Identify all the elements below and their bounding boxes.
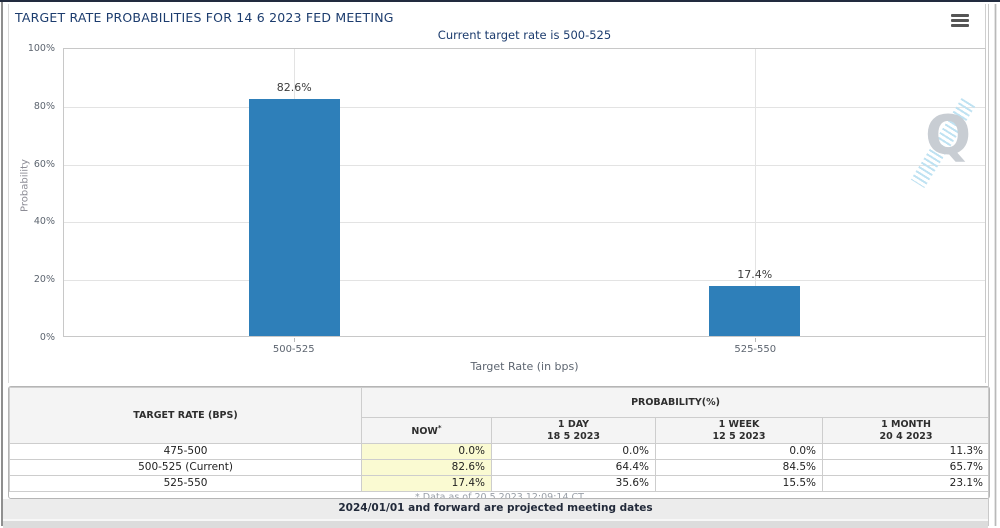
page-title: TARGET RATE PROBABILITIES FOR 14 6 2023 … [15, 10, 394, 25]
plot-area: Q 82.6% 17.4% [63, 48, 986, 337]
col-header-1month-date: 20 4 2023 [879, 430, 933, 442]
day-cell: 35.6% [491, 474, 656, 492]
x-tick-mark [755, 338, 757, 342]
x-tick-mark [293, 338, 295, 342]
now-cell: 82.6% [361, 458, 492, 476]
bar-value-label: 17.4% [737, 268, 773, 282]
quikstrike-watermark: Q [910, 98, 977, 188]
col-header-1week: 1 WEEK 12 5 2023 [655, 417, 823, 444]
x-axis-title: Target Rate (in bps) [470, 360, 579, 373]
col-header-now: NOW* [361, 417, 492, 444]
col-header-1day-label: 1 DAY [557, 419, 590, 430]
window-right-edge-inner [988, 4, 989, 526]
y-axis: 100% 80% 60% 40% 20% 0% [9, 43, 59, 343]
now-cell: 17.4% [361, 474, 492, 492]
x-tick-label: 500-525 [272, 344, 315, 355]
hamburger-menu-icon[interactable] [949, 12, 971, 32]
footnote-asterisk: * [437, 423, 442, 432]
day-cell: 0.0% [491, 442, 656, 460]
month-cell: 65.7% [822, 458, 989, 476]
month-cell: 23.1% [822, 474, 989, 492]
x-tick-label: 525-550 [734, 344, 777, 355]
table-row: 500-525 (Current) 82.6% 64.4% 84.5% 65.7… [9, 458, 989, 476]
window-left-edge [1, 2, 3, 526]
col-header-1day: 1 DAY 18 5 2023 [491, 417, 656, 444]
y-tick-label: 20% [33, 274, 55, 286]
col-header-1month-label: 1 MONTH [881, 419, 931, 430]
now-cell: 0.0% [361, 442, 492, 460]
y-tick-label: 100% [27, 43, 55, 54]
col-header-1week-date: 12 5 2023 [712, 430, 766, 442]
col-header-1week-label: 1 WEEK [718, 419, 760, 430]
window-right-scrollbar[interactable] [994, 4, 997, 526]
gridline [64, 164, 985, 166]
week-cell: 0.0% [655, 442, 823, 460]
week-cell: 84.5% [655, 458, 823, 476]
y-axis-title: Probability [19, 159, 31, 212]
table-row: 475-500 0.0% 0.0% 0.0% 11.3% [9, 442, 989, 460]
y-tick-label: 80% [33, 100, 55, 112]
rate-cell: 525-550 [9, 474, 362, 492]
week-cell: 15.5% [655, 474, 823, 492]
footer-bar: 2024/01/01 and forward are projected mee… [3, 499, 988, 528]
gridline [64, 106, 985, 108]
rate-cell: 500-525 (Current) [9, 458, 362, 476]
col-header-1day-date: 18 5 2023 [547, 430, 600, 442]
col-group-header-probability: PROBABILITY(%) [361, 387, 989, 418]
bar-500-525[interactable] [248, 98, 340, 336]
data-as-of-note: * Data as of 20 5 2023 12:09:14 CT [9, 490, 989, 498]
projected-dates-note: 2024/01/01 and forward are projected mee… [338, 502, 653, 514]
bar-value-label: 82.6% [276, 80, 312, 94]
chart-subtitle: Current target rate is 500-525 [437, 28, 612, 42]
bar-column-525-550: 17.4% [709, 49, 801, 336]
month-cell: 11.3% [822, 442, 989, 460]
bar-column-500-525: 82.6% [248, 49, 340, 336]
col-header-now-label: NOW [411, 426, 438, 438]
gridline [64, 280, 985, 282]
day-cell: 64.4% [491, 458, 656, 476]
y-tick-label: 60% [33, 158, 55, 170]
gridline [64, 222, 985, 224]
probability-table-panel: TARGET RATE (BPS) PROBABILITY(%) NOW* 1 … [8, 386, 990, 499]
y-tick-label: 40% [33, 216, 55, 228]
watermark-q-letter: Q [925, 104, 971, 167]
y-tick-label: 0% [39, 332, 55, 343]
rate-cell: 475-500 [9, 442, 362, 460]
table-footnote-row: * Data as of 20 5 2023 12:09:14 CT [9, 490, 989, 498]
col-header-target-rate: TARGET RATE (BPS) [9, 387, 362, 444]
chart-panel: TARGET RATE PROBABILITIES FOR 14 6 2023 … [8, 4, 986, 383]
bar-525-550[interactable] [709, 286, 801, 336]
gridline [754, 49, 756, 336]
bottom-strip [3, 519, 988, 528]
table-row: 525-550 17.4% 35.6% 15.5% 23.1% [9, 474, 989, 492]
probability-table: TARGET RATE (BPS) PROBABILITY(%) NOW* 1 … [9, 387, 989, 498]
col-header-1month: 1 MONTH 20 4 2023 [822, 417, 989, 444]
